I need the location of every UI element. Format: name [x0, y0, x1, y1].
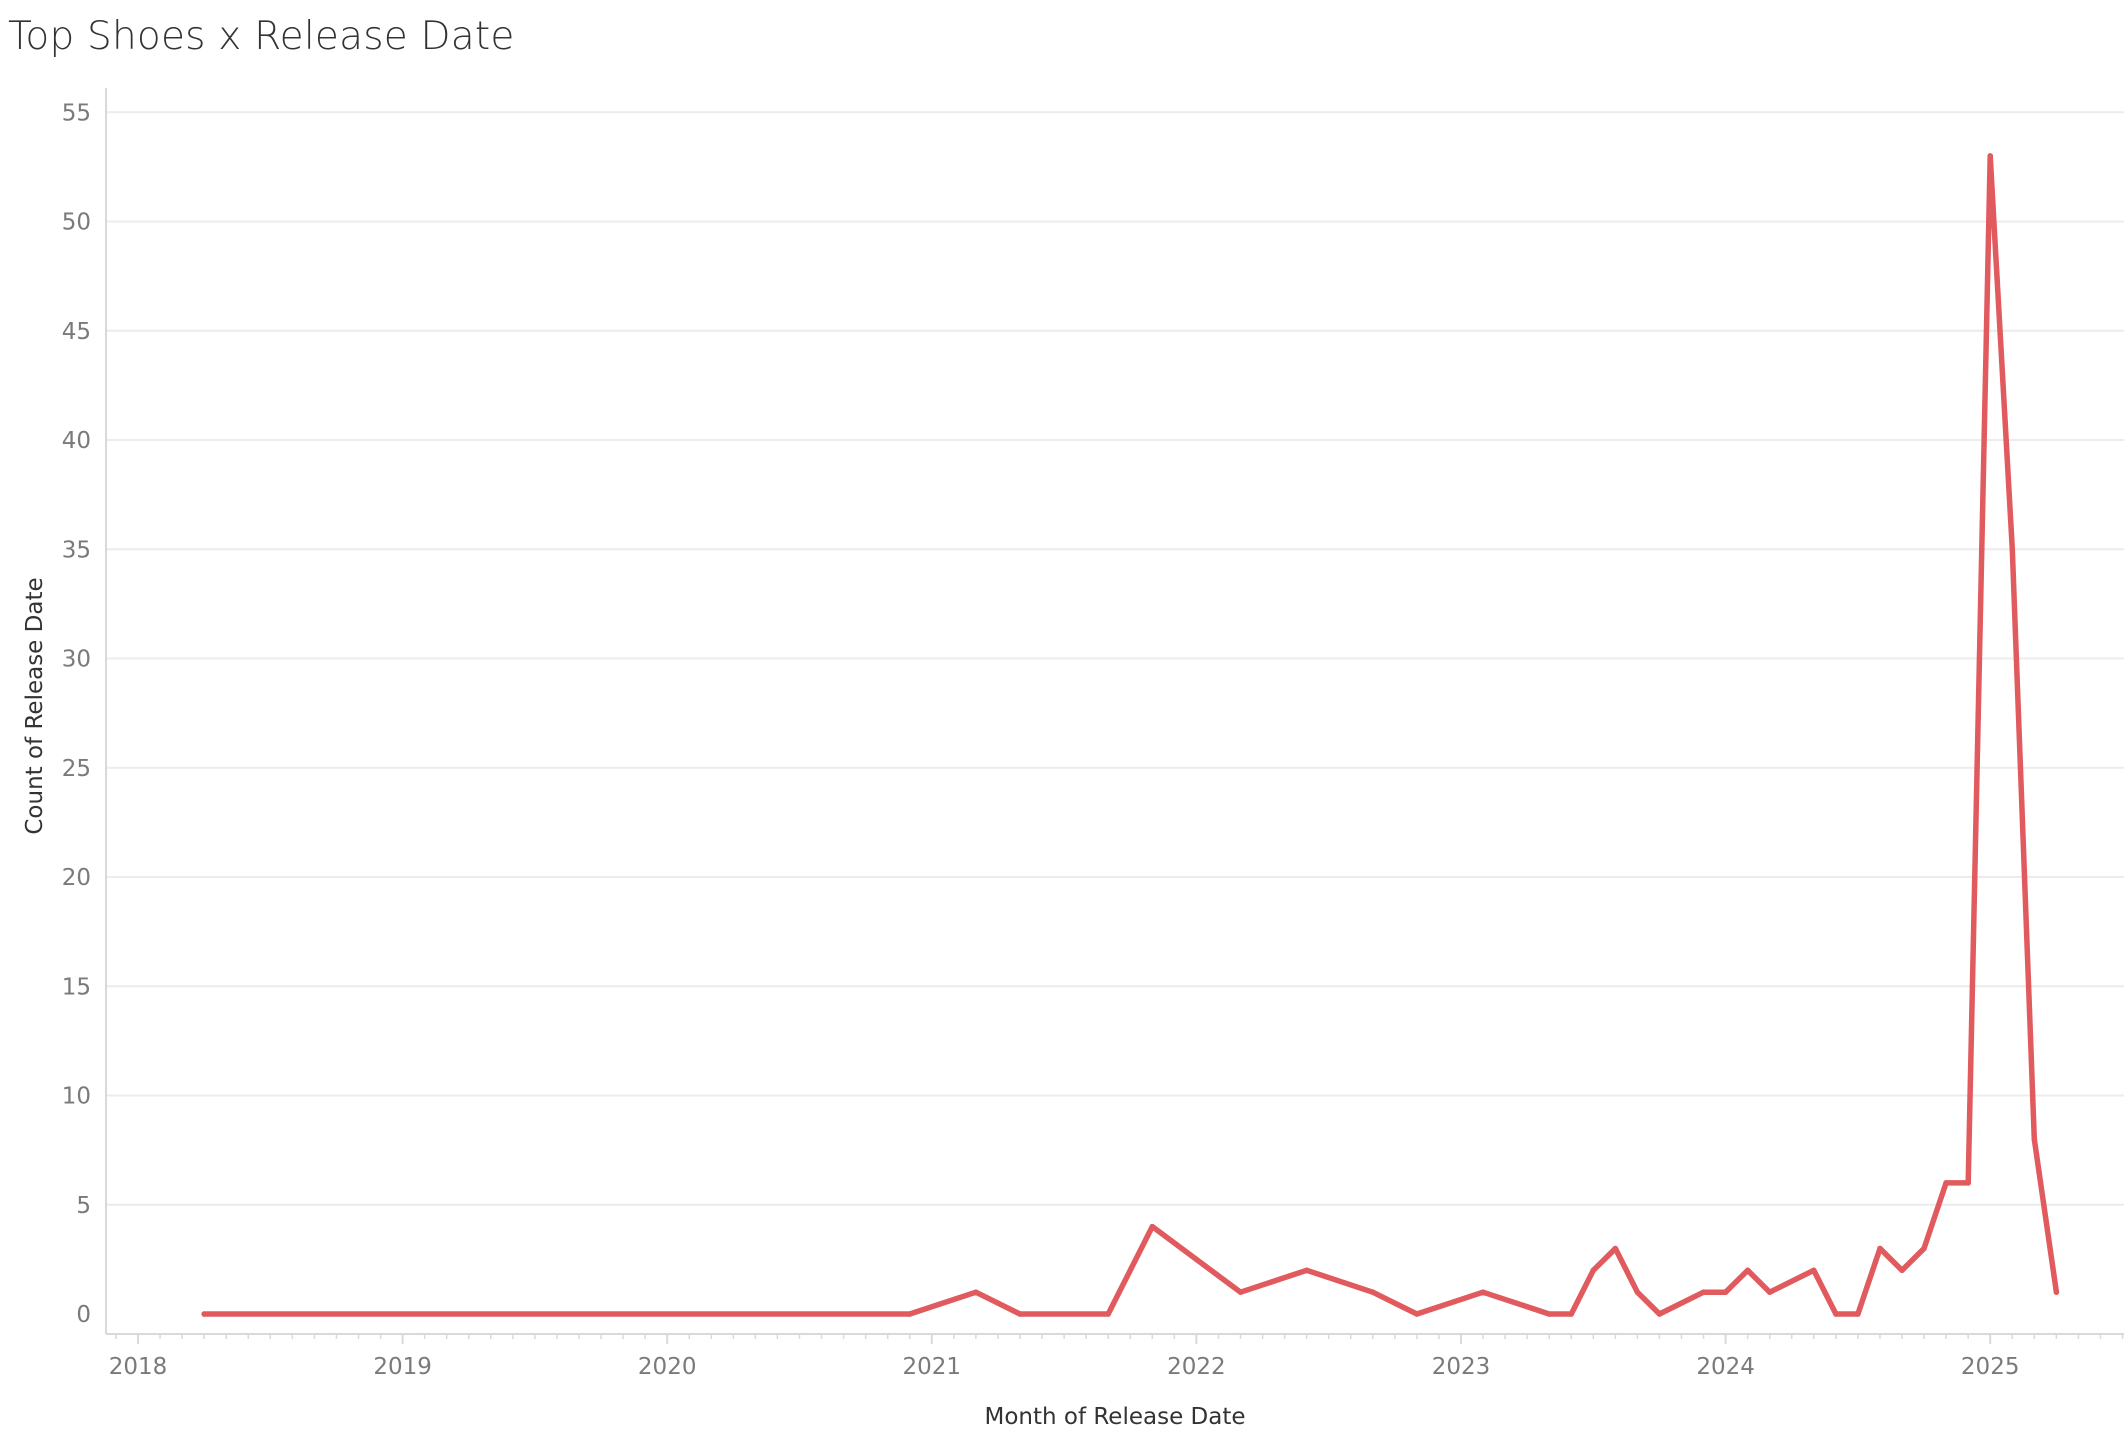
data-point-2024-09 — [1899, 1267, 1905, 1274]
y-tick-label-5: 5 — [76, 1193, 91, 1219]
data-point-2022-09 — [1370, 1289, 1376, 1295]
data-point-2024-12 — [1965, 1180, 1971, 1186]
x-tick-label-2024: 2024 — [1696, 1354, 1755, 1380]
y-tick-label-30: 30 — [62, 647, 91, 673]
data-point-2021-03 — [973, 1289, 979, 1295]
data-point-2024-03 — [1766, 1289, 1773, 1295]
x-tick-label-2023: 2023 — [1432, 1354, 1491, 1380]
x-tick-label-2022: 2022 — [1167, 1354, 1226, 1380]
data-point-2024-08 — [1877, 1245, 1883, 1252]
data-point-2021-11 — [1149, 1223, 1156, 1230]
data-point-2023-08 — [1612, 1245, 1619, 1252]
axes — [105, 88, 2124, 1335]
x-axis-label: Month of Release Date — [984, 1404, 1245, 1430]
data-point-2021-05 — [1017, 1311, 1023, 1317]
data-point-2022-03 — [1237, 1289, 1244, 1295]
data-point-2022-06 — [1303, 1267, 1310, 1274]
data-point-2023-06 — [1568, 1311, 1574, 1317]
y-tick-label-20: 20 — [62, 865, 91, 891]
data-point-2020-12 — [907, 1311, 913, 1317]
data-point-2025-02 — [2009, 546, 2015, 552]
y-tick-label-50: 50 — [62, 210, 91, 236]
data-point-2022-11 — [1414, 1311, 1420, 1317]
data-point-2024-10 — [1921, 1245, 1927, 1252]
data-point-2023-05 — [1546, 1311, 1552, 1317]
y-tick-label-55: 55 — [62, 100, 91, 126]
y-axis-label: Count of Release Date — [22, 577, 48, 834]
data-point-2023-12 — [1700, 1289, 1707, 1295]
data-point-2023-07 — [1590, 1267, 1597, 1274]
y-axis-ticks: 0 5 10 15 20 25 30 35 40 45 50 55 — [62, 100, 91, 1328]
data-point-2024-02 — [1744, 1267, 1751, 1274]
data-point-2018-04 — [201, 1311, 207, 1317]
data-point-2025-03 — [2031, 1136, 2038, 1142]
data-point-2025-04 — [2053, 1289, 2060, 1295]
chart-title: Top Shoes x Release Date — [8, 14, 515, 59]
data-point-2024-01 — [1722, 1289, 1729, 1295]
x-tick-label-2025: 2025 — [1961, 1354, 2020, 1380]
data-point-2023-02 — [1480, 1289, 1486, 1295]
x-tick-label-2018: 2018 — [109, 1354, 168, 1380]
y-tick-label-15: 15 — [62, 974, 91, 1000]
data-point-2024-06 — [1833, 1311, 1839, 1317]
series-line-0 — [201, 153, 2060, 1317]
data-point-2024-05 — [1811, 1267, 1817, 1274]
y-tick-label-35: 35 — [62, 537, 91, 563]
series-layer — [201, 153, 2060, 1317]
x-tick-label-2020: 2020 — [638, 1354, 697, 1380]
y-tick-label-45: 45 — [62, 319, 91, 345]
x-tick-label-2021: 2021 — [903, 1354, 962, 1380]
data-point-2021-09 — [1105, 1311, 1111, 1317]
y-tick-label-0: 0 — [76, 1302, 91, 1328]
x-axis-ticks: 2018 2019 2020 2021 2022 2023 2024 2025 — [109, 1334, 2124, 1380]
x-tick-label-2019: 2019 — [373, 1354, 432, 1380]
y-tick-label-40: 40 — [62, 428, 91, 454]
data-point-2024-07 — [1855, 1311, 1861, 1317]
y-tick-label-10: 10 — [62, 1084, 91, 1110]
data-point-2023-10 — [1656, 1311, 1663, 1317]
grid-lines — [106, 111, 2124, 1206]
data-point-2024-11 — [1943, 1180, 1949, 1186]
data-point-2023-09 — [1634, 1289, 1641, 1295]
y-tick-label-25: 25 — [62, 756, 91, 782]
data-point-2025-01 — [1987, 153, 1993, 159]
